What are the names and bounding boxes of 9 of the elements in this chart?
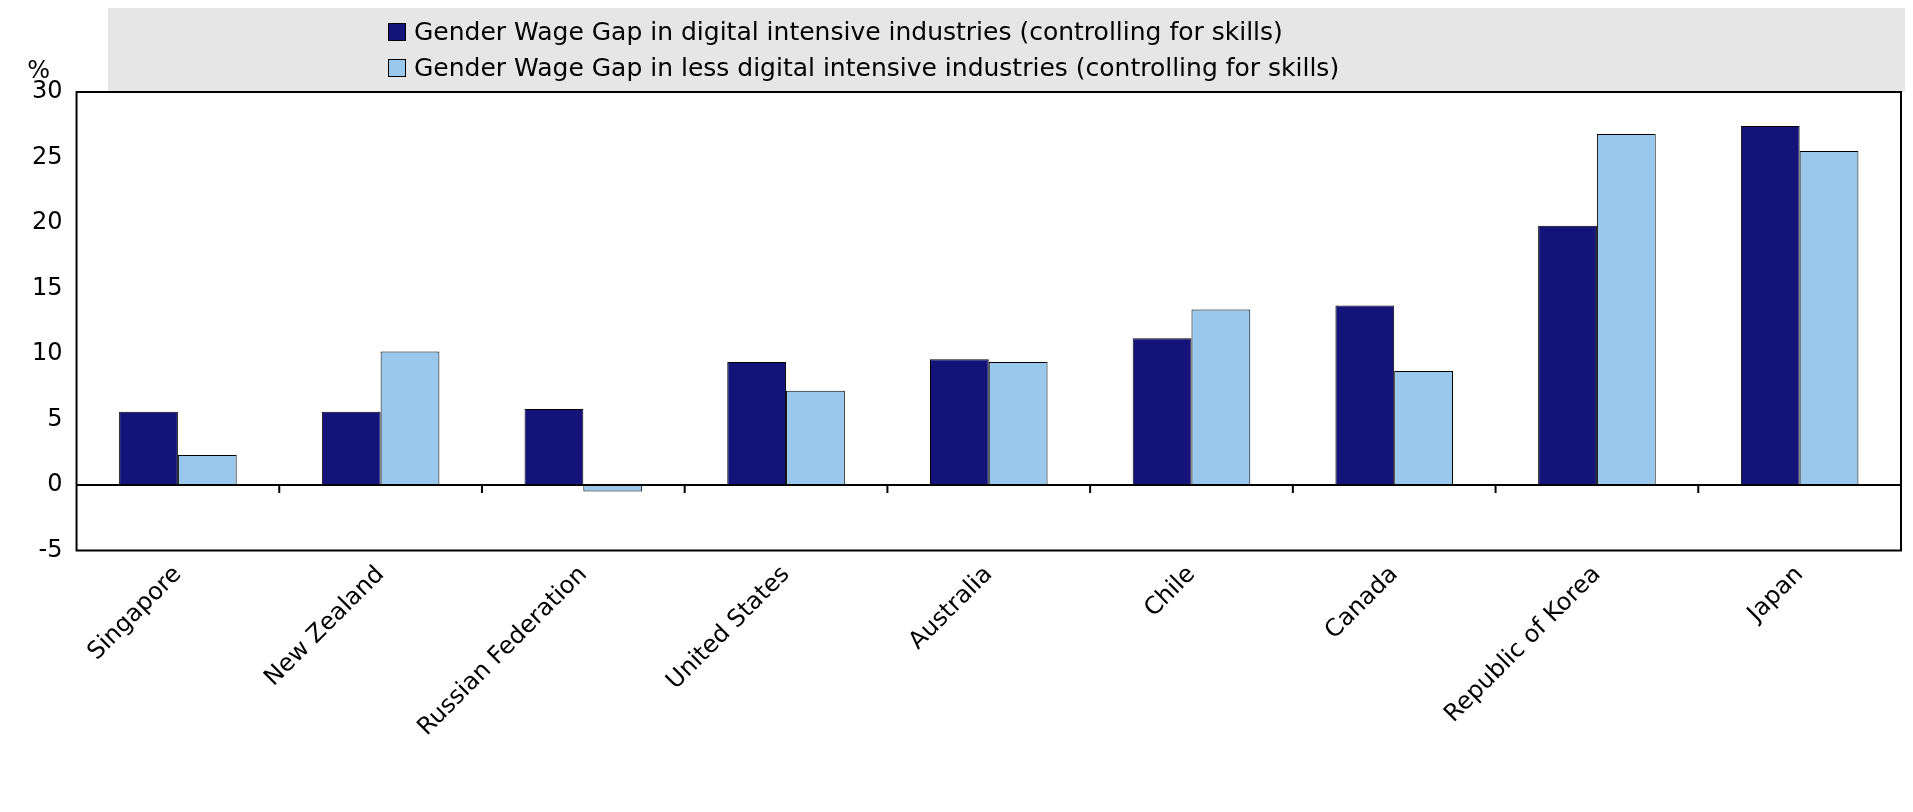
y-tick-label: 0 bbox=[47, 469, 63, 498]
y-tick-label: 25 bbox=[31, 141, 63, 170]
y-tick-label: -5 bbox=[38, 534, 63, 563]
legend-label: Gender Wage Gap in digital intensive industries (controlling for skills) bbox=[414, 16, 1283, 48]
y-tick-label: 15 bbox=[31, 272, 63, 301]
y-tick-label: 20 bbox=[31, 207, 63, 236]
y-tick-label: 10 bbox=[31, 338, 63, 367]
legend-label: Gender Wage Gap in less digital intensive industries (controlling for skills) bbox=[414, 52, 1340, 84]
y-tick-label: 5 bbox=[47, 403, 63, 432]
